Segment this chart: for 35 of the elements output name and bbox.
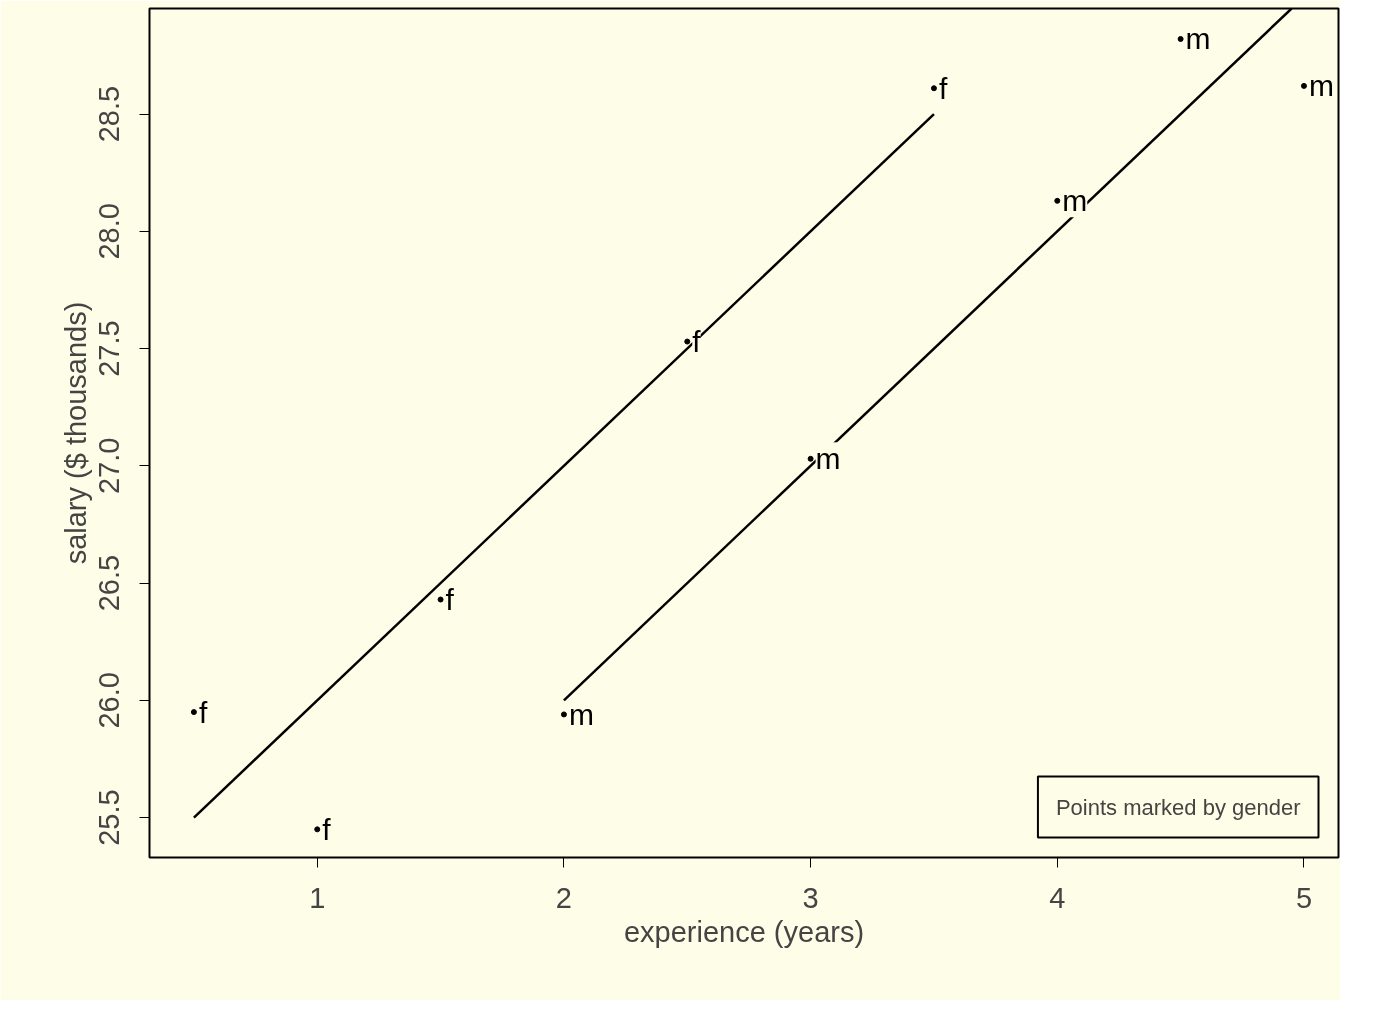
x-axis-title: experience (years) <box>623 915 865 948</box>
annotation: Points marked by gender <box>1055 794 1301 820</box>
y-axis-title: salary ($ thousands) <box>59 301 92 565</box>
text: f <box>692 325 701 359</box>
y-tick-label: 26.5 <box>93 554 126 612</box>
point <box>1177 35 1184 42</box>
y-tick-label: 28.0 <box>93 203 126 260</box>
point <box>314 826 321 833</box>
point <box>190 709 197 716</box>
series-label: f <box>198 695 208 729</box>
text: m <box>1308 69 1334 103</box>
text: m <box>815 442 841 476</box>
x-tick-label: 3 <box>802 881 819 914</box>
point <box>807 455 814 462</box>
text: f <box>445 583 454 617</box>
point <box>560 711 567 718</box>
x-tick-label: 2 <box>555 881 572 914</box>
point <box>930 85 937 92</box>
y-tick-label: 25.5 <box>93 789 126 846</box>
text: m <box>1062 184 1088 218</box>
point <box>1300 82 1307 89</box>
x-tick-label: 4 <box>1049 881 1066 914</box>
x-tick-label: 5 <box>1295 881 1313 914</box>
x-tick-label: 1 <box>309 881 326 914</box>
text: m <box>1185 22 1211 56</box>
point <box>1054 197 1061 204</box>
point <box>684 338 691 345</box>
y-tick-label: 28.5 <box>93 85 126 143</box>
y-tick-label: 27.5 <box>93 320 126 377</box>
text: f <box>938 71 948 105</box>
y-tick-label: 27.0 <box>93 437 126 495</box>
text: f <box>322 812 331 846</box>
series-label: m <box>568 697 594 731</box>
y-tick-label: 26.0 <box>93 672 126 729</box>
point <box>437 596 444 603</box>
